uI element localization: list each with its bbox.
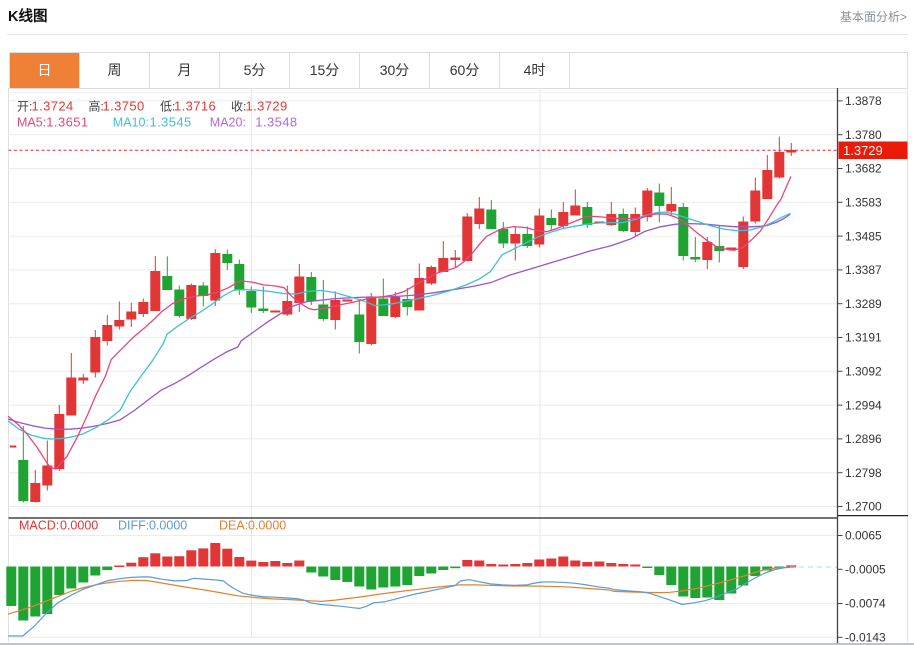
svg-text:-0.0143: -0.0143 (845, 631, 886, 645)
svg-text:1.3780: 1.3780 (845, 128, 882, 142)
svg-text:DIFF:0.0000: DIFF:0.0000 (118, 519, 187, 533)
svg-text:-0.0005: -0.0005 (845, 563, 886, 577)
svg-text:1.3878: 1.3878 (845, 94, 882, 108)
svg-text:1.2994: 1.2994 (845, 398, 882, 412)
svg-text:1.3092: 1.3092 (845, 365, 882, 379)
svg-text:1.3191: 1.3191 (845, 331, 882, 345)
svg-text:1.3387: 1.3387 (845, 263, 882, 277)
svg-text:DEA:0.0000: DEA:0.0000 (219, 519, 286, 533)
svg-text:0.0065: 0.0065 (845, 529, 882, 543)
svg-text:1.3682: 1.3682 (845, 162, 882, 176)
svg-text:1.3729: 1.3729 (843, 143, 883, 158)
svg-text:1.3583: 1.3583 (845, 196, 882, 210)
svg-text:1.3485: 1.3485 (845, 229, 882, 243)
svg-text:MACD:0.0000: MACD:0.0000 (19, 519, 98, 533)
svg-text:1.3289: 1.3289 (845, 297, 882, 311)
svg-text:1.2700: 1.2700 (845, 500, 882, 514)
svg-text:1.2798: 1.2798 (845, 466, 882, 480)
svg-text:-0.0074: -0.0074 (845, 597, 886, 611)
svg-text:1.2896: 1.2896 (845, 432, 882, 446)
